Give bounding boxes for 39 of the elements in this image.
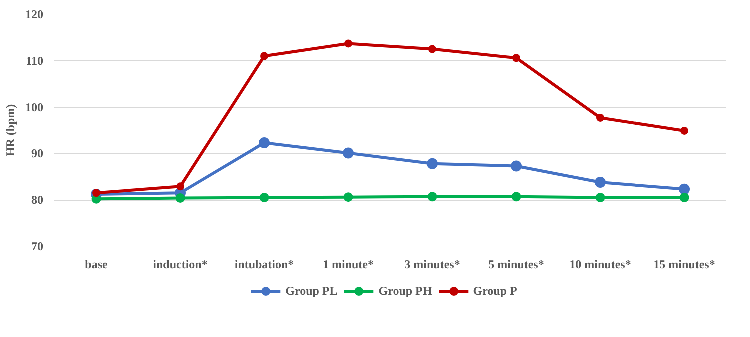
y-tick-label: 80	[32, 193, 44, 208]
y-tick-label: 90	[32, 146, 44, 161]
point	[427, 158, 438, 170]
point	[679, 184, 690, 195]
y-tick-label: 110	[26, 54, 44, 68]
x-tick-label: induction*	[153, 258, 208, 272]
point	[680, 126, 688, 135]
point	[343, 148, 354, 159]
point	[595, 176, 606, 188]
y-tick-label: 70	[32, 240, 44, 254]
point	[680, 193, 690, 203]
x-tick-label: 15 minutes*	[654, 258, 716, 272]
point	[596, 193, 606, 203]
point	[428, 45, 436, 54]
x-tick-label: base	[85, 258, 109, 272]
legend-label: Group PL	[286, 284, 338, 298]
point	[259, 138, 270, 149]
y-tick-label: 120	[26, 8, 44, 22]
y-axis-title: HR (bpm)	[4, 104, 18, 157]
point	[260, 52, 268, 60]
legend-label: Group PH	[378, 284, 432, 298]
point	[512, 192, 522, 202]
point	[260, 193, 270, 203]
legend-label: Group P	[473, 284, 518, 298]
x-tick-label: 1 minute*	[323, 258, 374, 272]
point	[344, 192, 354, 202]
point	[596, 114, 604, 122]
point	[511, 160, 522, 172]
point	[512, 54, 520, 62]
point	[176, 194, 186, 203]
x-tick-label: 3 minutes*	[404, 258, 460, 272]
point	[428, 192, 438, 202]
point	[92, 189, 100, 198]
x-tick-label: intubation*	[234, 258, 294, 272]
point	[344, 40, 352, 48]
x-tick-label: 10 minutes*	[570, 258, 632, 272]
x-tick-label: 5 minutes*	[488, 258, 544, 272]
y-tick-label: 100	[26, 100, 44, 114]
point	[176, 182, 184, 191]
